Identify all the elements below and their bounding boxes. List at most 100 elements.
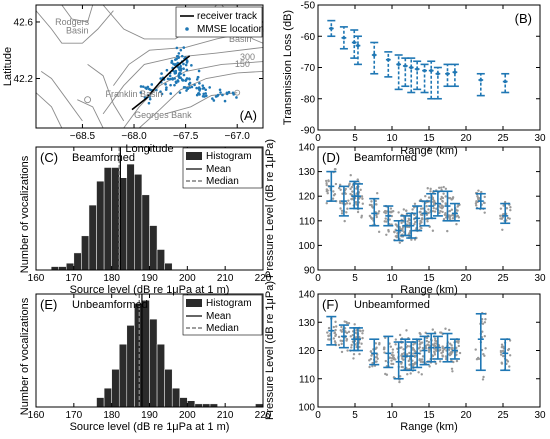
vocalization-point	[414, 220, 417, 224]
mmse-location-dot	[205, 94, 208, 98]
mmse-location-dot	[182, 73, 186, 77]
vocalization-point	[429, 190, 432, 193]
mmse-location-dot	[176, 61, 180, 65]
tl-point	[453, 70, 457, 74]
mmse-location-dot	[166, 77, 170, 81]
vocalization-point	[400, 346, 403, 349]
level-error-bar	[338, 185, 349, 217]
vocalization-point	[327, 179, 330, 183]
vocalization-point	[431, 210, 435, 213]
mmse-location-dot	[176, 80, 180, 83]
tl-point	[386, 58, 390, 62]
vocalization-point	[333, 167, 337, 171]
vocalization-point	[420, 217, 424, 220]
vocalization-point	[395, 224, 398, 227]
vocalization-point	[509, 206, 512, 209]
tl-x-tick-label: 10	[386, 133, 398, 144]
mmse-location-dot	[148, 97, 152, 101]
vocalization-point	[361, 197, 364, 200]
vocalization-point	[451, 217, 455, 220]
tl-error-bar	[407, 57, 416, 94]
vocalization-point	[361, 336, 364, 340]
mmse-location-dot	[184, 63, 188, 67]
mmse-location-dot	[201, 87, 205, 90]
vocalization-point	[391, 348, 395, 351]
histogram-bar	[111, 167, 120, 271]
vocalization-point	[398, 333, 402, 337]
vocalization-point	[442, 185, 445, 189]
scatter-y-f-tick-label: 100	[298, 403, 315, 414]
histogram-bar	[126, 325, 135, 408]
hist-y-axis-label-c: Number of vocalizations	[19, 155, 31, 273]
vocalization-point	[449, 351, 452, 354]
vocalization-point	[433, 210, 437, 213]
bathymetry-contour	[87, 64, 125, 122]
histogram-bar	[96, 397, 105, 408]
vocalization-point	[334, 328, 337, 332]
vocalization-point	[413, 222, 416, 226]
vocalization-point	[374, 199, 377, 203]
vocalization-point	[325, 188, 329, 191]
vocalization-point	[426, 187, 429, 190]
vocalization-point	[351, 333, 354, 337]
level-error-bar	[412, 205, 423, 232]
vocalization-point	[345, 339, 348, 342]
level-error-bar	[449, 202, 460, 222]
scatter-y-d-tick-label: 100	[298, 241, 315, 252]
level-error-bar	[369, 197, 380, 227]
mmse-location-dot	[195, 86, 198, 90]
vocalization-point	[405, 329, 408, 332]
mmse-location-dot	[183, 86, 187, 89]
vocalization-point	[398, 380, 401, 384]
mmse-location-dot	[185, 89, 188, 92]
mmse-location-dot	[221, 93, 224, 97]
vocalization-point	[401, 229, 404, 232]
map-x-tick-label: −68.5	[70, 131, 96, 142]
vocalization-point	[391, 351, 394, 354]
vocalization-point	[484, 318, 487, 321]
legend-label-mean: Mean	[206, 311, 231, 322]
vocalization-point	[499, 207, 503, 210]
mmse-location-dot	[219, 91, 222, 94]
vocalization-point	[360, 216, 363, 219]
histogram-bar	[66, 262, 75, 271]
vocalization-point	[351, 197, 355, 200]
histogram-bar	[96, 180, 105, 271]
vocalization-point	[388, 218, 391, 221]
mmse-location-dot	[173, 63, 177, 67]
vocalization-point	[434, 362, 438, 365]
histogram-bar	[149, 318, 158, 408]
map-y-tick-label: 42.6	[14, 17, 34, 28]
vocalization-point	[417, 371, 420, 374]
vocalization-point	[419, 358, 422, 361]
vocalization-point	[353, 323, 356, 326]
tl-point	[422, 69, 427, 73]
tl-y-tick-label: -70	[301, 63, 316, 74]
vocalization-point	[483, 195, 486, 199]
vocalization-point	[334, 325, 338, 328]
vocalization-point	[424, 346, 428, 350]
vocalization-point	[413, 238, 417, 241]
vocalization-point	[400, 221, 403, 225]
scatter-x-f-tick-label: 0	[315, 410, 321, 421]
vocalization-point	[391, 362, 395, 366]
vocalization-point	[356, 210, 360, 214]
vocalization-point	[441, 210, 444, 214]
panel-label-b: (B)	[515, 11, 532, 26]
receiver-track	[131, 55, 191, 111]
vocalization-point	[452, 360, 455, 364]
vocalization-point	[428, 348, 431, 351]
vocalization-point	[499, 353, 503, 356]
vocalization-point	[389, 345, 393, 348]
mmse-location-dot	[177, 56, 180, 59]
vocalization-point	[351, 190, 354, 193]
vocalization-point	[408, 363, 411, 366]
vocalization-point	[375, 346, 378, 349]
mmse-location-dot	[212, 99, 216, 102]
vocalization-point	[406, 345, 409, 348]
vocalization-point	[438, 211, 441, 215]
vocalization-point	[426, 343, 429, 346]
tl-x-tick-label: 0	[315, 133, 321, 144]
map-x-tick-label: −67.0	[225, 131, 251, 142]
vocalization-point	[425, 213, 429, 217]
